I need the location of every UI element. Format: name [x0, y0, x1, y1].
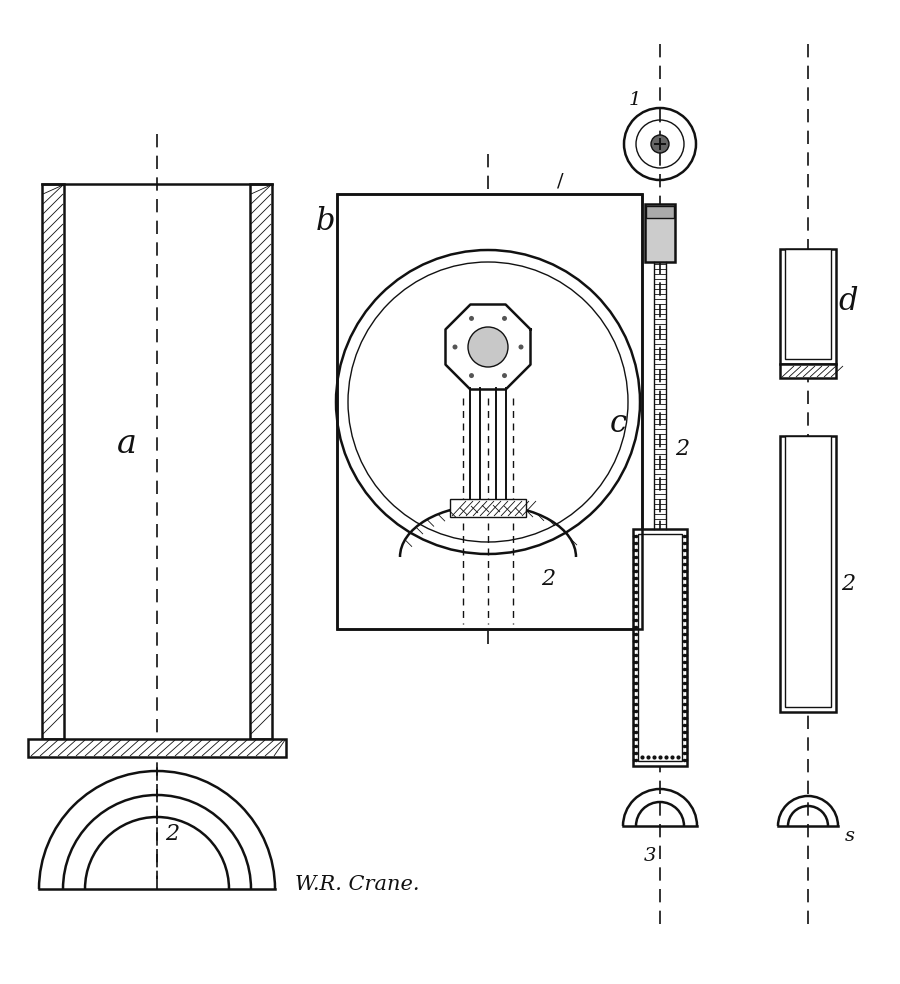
Bar: [780, 436, 836, 712]
Bar: [638, 534, 682, 761]
Bar: [645, 204, 675, 262]
Text: 2: 2: [165, 823, 179, 845]
Circle shape: [651, 135, 669, 153]
Text: s: s: [845, 827, 855, 845]
Text: /: /: [557, 173, 563, 191]
Text: 2: 2: [841, 573, 855, 595]
Text: 3: 3: [644, 847, 656, 865]
Bar: [337, 194, 642, 629]
Text: W.R. Crane.: W.R. Crane.: [295, 875, 419, 893]
Bar: [28, 739, 286, 757]
Bar: [646, 206, 674, 218]
Text: b: b: [316, 206, 335, 237]
Bar: [785, 436, 831, 707]
Text: 2: 2: [675, 438, 689, 460]
Bar: [450, 499, 526, 517]
Circle shape: [502, 373, 507, 378]
Circle shape: [469, 316, 474, 321]
Circle shape: [453, 344, 457, 349]
Bar: [337, 194, 642, 629]
Circle shape: [469, 373, 474, 378]
Bar: [785, 249, 831, 359]
Bar: [250, 184, 272, 739]
Text: c: c: [609, 408, 626, 440]
Circle shape: [518, 344, 524, 349]
Circle shape: [468, 327, 508, 367]
Text: 2: 2: [541, 568, 555, 590]
Text: d: d: [838, 286, 858, 318]
Bar: [780, 364, 836, 378]
Circle shape: [502, 316, 507, 321]
Bar: [42, 184, 64, 739]
Bar: [780, 249, 836, 364]
Bar: [633, 529, 687, 766]
Text: 1: 1: [629, 91, 641, 109]
Text: a: a: [117, 428, 137, 460]
